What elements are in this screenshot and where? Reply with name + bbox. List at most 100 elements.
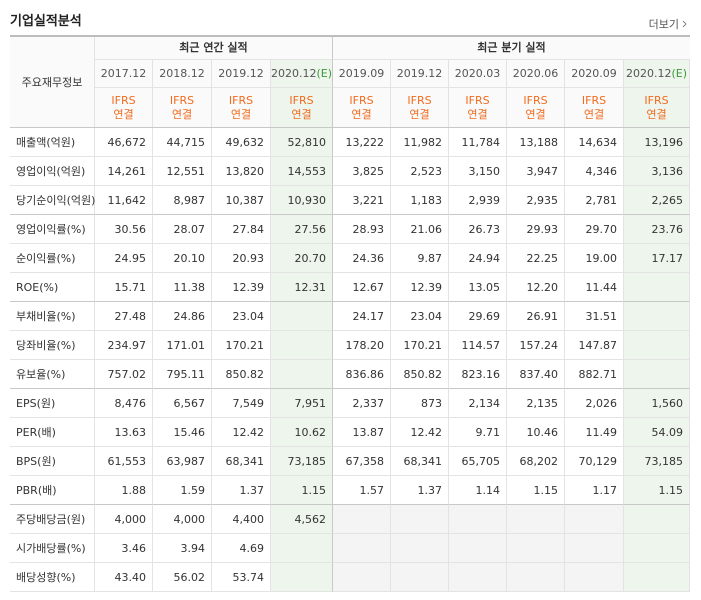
basis-text: 연결 [171, 108, 193, 121]
cell: 68,341 [391, 447, 449, 476]
cell: 27.48 [95, 302, 153, 331]
cell: 61,553 [95, 447, 153, 476]
cell: 14,553 [271, 157, 333, 186]
cell: 14,634 [565, 128, 624, 157]
accounting-basis: IFRS 연결 [565, 88, 624, 128]
accounting-basis: IFRS 연결 [271, 88, 333, 128]
cell: 7,549 [212, 389, 271, 418]
cell: 24.17 [333, 302, 391, 331]
cell [565, 534, 624, 563]
row-label: 영업이익률(%) [10, 215, 95, 244]
accounting-basis: IFRS 연결 [153, 88, 212, 128]
cell: 147.87 [565, 331, 624, 360]
cell [624, 302, 690, 331]
estimate-mark: (E) [316, 67, 333, 80]
date-text: 2017.12 [100, 67, 147, 80]
cell: 14,261 [95, 157, 153, 186]
group-header: 최근 분기 실적 [333, 35, 690, 60]
cell: 10,930 [271, 186, 333, 215]
cell: 850.82 [212, 360, 271, 389]
cell [624, 505, 690, 534]
cell: 2,134 [449, 389, 507, 418]
cell: 4,000 [95, 505, 153, 534]
cell: 23.04 [212, 302, 271, 331]
cell: 70,129 [565, 447, 624, 476]
cell: 24.95 [95, 244, 153, 273]
cell [271, 563, 333, 592]
cell [271, 331, 333, 360]
cell: 2,523 [391, 157, 449, 186]
row-label: 매출액(억원) [10, 128, 95, 157]
basis-text: IFRS [523, 94, 548, 107]
column-date: 2020.12 (E) [271, 60, 333, 88]
cell: 31.51 [565, 302, 624, 331]
basis-text: IFRS [111, 94, 136, 107]
more-link[interactable]: 더보기 [649, 16, 687, 32]
cell: 4,346 [565, 157, 624, 186]
more-arrow [682, 20, 687, 28]
cell: 2,135 [507, 389, 565, 418]
cell: 1,183 [391, 186, 449, 215]
cell: 6,567 [153, 389, 212, 418]
cell: 4.69 [212, 534, 271, 563]
cell: 3.94 [153, 534, 212, 563]
accounting-basis: IFRS 연결 [333, 88, 391, 128]
cell: 63,987 [153, 447, 212, 476]
column-date: 2020.12 (E) [624, 60, 690, 88]
column-date: 2020.03 [449, 60, 507, 88]
cell: 44,715 [153, 128, 212, 157]
cell: 13.05 [449, 273, 507, 302]
column-date: 2020.09 [565, 60, 624, 88]
cell: 1.59 [153, 476, 212, 505]
cell: 11,982 [391, 128, 449, 157]
cell: 17.17 [624, 244, 690, 273]
cell: 53.74 [212, 563, 271, 592]
cell: 2,265 [624, 186, 690, 215]
cell: 15.46 [153, 418, 212, 447]
basis-text: 연결 [230, 108, 252, 121]
date-text: 2020.12 [270, 67, 317, 80]
cell: 170.21 [391, 331, 449, 360]
cell: 171.01 [153, 331, 212, 360]
cell [565, 563, 624, 592]
cell: 12.42 [391, 418, 449, 447]
cell: 2,939 [449, 186, 507, 215]
cell: 20.10 [153, 244, 212, 273]
cell: 837.40 [507, 360, 565, 389]
group-header: 최근 연간 실적 [95, 35, 333, 60]
cell [565, 505, 624, 534]
cell [333, 563, 391, 592]
cell: 9.71 [449, 418, 507, 447]
column-date: 2019.12 [391, 60, 449, 88]
cell [333, 505, 391, 534]
date-text: 2020.06 [512, 67, 559, 80]
cell: 3,150 [449, 157, 507, 186]
cell: 1.17 [565, 476, 624, 505]
cell: 20.93 [212, 244, 271, 273]
cell [624, 273, 690, 302]
cell: 7,951 [271, 389, 333, 418]
cell: 65,705 [449, 447, 507, 476]
cell [624, 534, 690, 563]
cell: 12.39 [212, 273, 271, 302]
cell: 73,185 [624, 447, 690, 476]
basis-text: 연결 [525, 108, 546, 121]
cell: 4,400 [212, 505, 271, 534]
cell: 795.11 [153, 360, 212, 389]
cell: 3,825 [333, 157, 391, 186]
cell: 10,387 [212, 186, 271, 215]
more-text[interactable]: 더보기 [648, 18, 679, 31]
cell [449, 505, 507, 534]
basis-text: 연결 [467, 108, 488, 121]
table-top-border [10, 35, 690, 37]
cell: 46,672 [95, 128, 153, 157]
cell [271, 534, 333, 563]
basis-text: IFRS [289, 94, 314, 107]
cell: 8,987 [153, 186, 212, 215]
accounting-basis: IFRS 연결 [95, 88, 153, 128]
date-text: 2019.12 [218, 67, 264, 80]
cell: 28.93 [333, 215, 391, 244]
cell: 12.20 [507, 273, 565, 302]
cell: 67,358 [333, 447, 391, 476]
cell: 13,222 [333, 128, 391, 157]
